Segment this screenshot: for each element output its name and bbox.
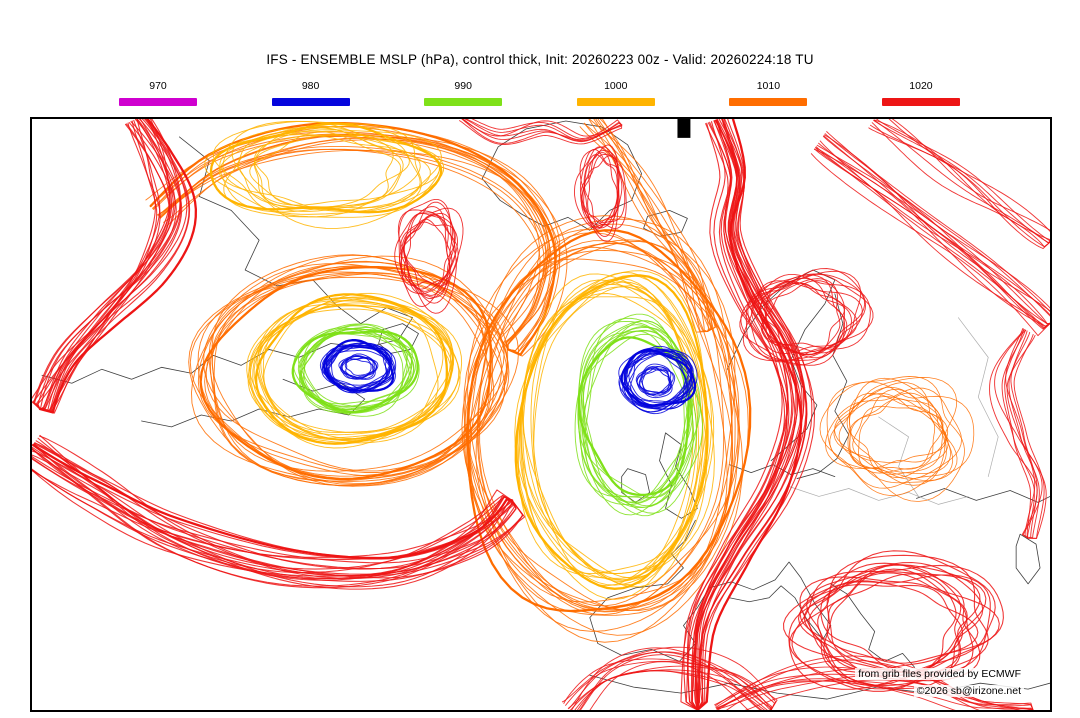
legend-item-1010: 1010 (729, 80, 808, 106)
legend-item-990: 990 (424, 80, 503, 106)
legend-color-bar (424, 98, 503, 106)
credits: from grib files provided by ECMWF ©2026 … (855, 666, 1024, 700)
legend-label: 1000 (604, 80, 628, 92)
legend-color-bar (881, 98, 960, 106)
legend-label: 970 (149, 80, 167, 92)
legend-item-1000: 1000 (576, 80, 655, 106)
credit-copyright: ©2026 sb@irizone.net (913, 685, 1024, 697)
legend-item-980: 980 (271, 80, 350, 106)
legend-color-bar (576, 98, 655, 106)
legend-color-bar (119, 98, 197, 106)
legend-label: 980 (301, 80, 320, 92)
legend-item-1020: 1020 (881, 80, 960, 106)
credit-source: from grib files provided by ECMWF (855, 668, 1024, 680)
ensemble-contour-map (32, 119, 1050, 710)
contour-legend: 970 980 990 1000 1010 1020 (119, 80, 960, 106)
legend-color-bar (271, 98, 350, 106)
chart-title: IFS - ENSEMBLE MSLP (hPa), control thick… (266, 52, 814, 67)
legend-item-970: 970 (119, 80, 197, 106)
map-panel: from grib files provided by ECMWF ©2026 … (30, 117, 1052, 712)
legend-label: 990 (454, 80, 472, 92)
legend-label: 1010 (756, 80, 781, 92)
legend-color-bar (729, 98, 808, 106)
legend-label: 1020 (909, 80, 933, 92)
